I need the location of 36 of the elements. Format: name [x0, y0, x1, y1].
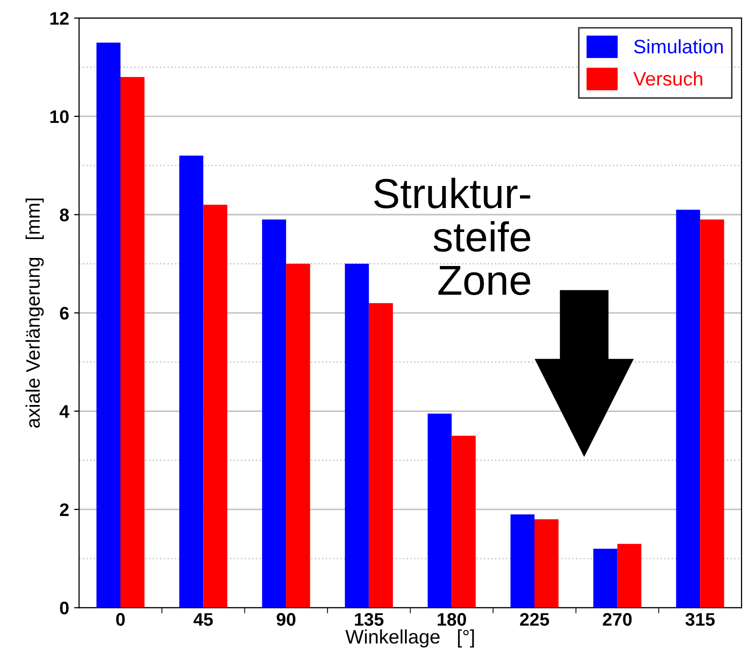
bar	[700, 220, 724, 608]
x-axis-title: Winkellage [°]	[345, 629, 474, 648]
bar	[96, 42, 120, 608]
x-tick-label: 90	[276, 613, 296, 626]
y-tick-label: 6	[60, 306, 69, 320]
x-tick-label: 135	[354, 613, 384, 626]
bar	[676, 210, 700, 608]
bar	[510, 514, 535, 608]
bar	[286, 264, 310, 608]
x-tick-label: 45	[194, 613, 213, 626]
bar	[203, 204, 228, 608]
x-tick-label: 270	[602, 613, 632, 626]
bar	[344, 264, 369, 608]
bar	[593, 548, 618, 608]
y-axis-title: axiale Verlängerung [mm]	[26, 198, 44, 428]
x-tick-label: 315	[685, 613, 715, 626]
bar	[179, 156, 204, 608]
y-tick-label: 12	[50, 12, 69, 25]
annotation: Struktur- steife Zone	[374, 178, 530, 296]
bar	[617, 544, 642, 608]
bar	[428, 414, 452, 608]
y-tick-label: 4	[60, 405, 70, 418]
bar	[368, 303, 393, 608]
y-tick-label: 8	[60, 208, 69, 222]
y-tick-label: 0	[60, 602, 69, 614]
x-tick-label: 0	[116, 613, 125, 626]
bar	[452, 436, 476, 608]
bar	[534, 519, 559, 608]
legend-label: Simulation	[634, 39, 723, 54]
bar	[262, 220, 286, 608]
y-tick-label: 10	[50, 110, 69, 124]
x-tick-label: 225	[520, 613, 550, 626]
legend-label: Versuch	[633, 71, 702, 86]
y-tick-label: 2	[60, 503, 69, 516]
x-tick-label: 180	[438, 613, 466, 626]
bar	[120, 77, 144, 608]
